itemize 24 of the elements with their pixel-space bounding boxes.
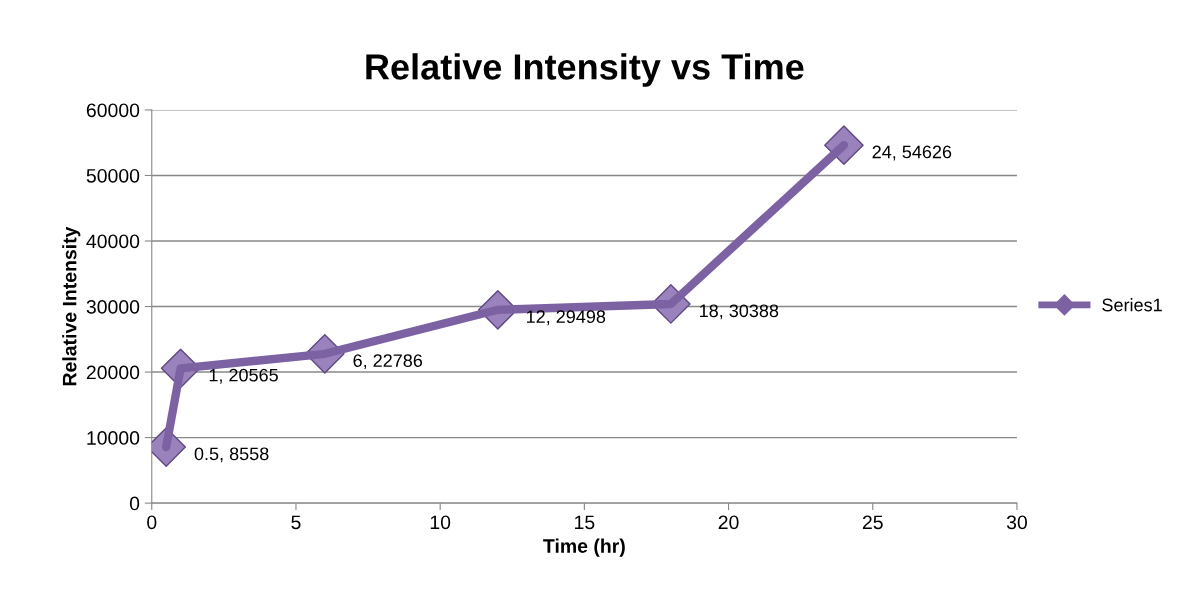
y-tick-label: 20000 [86,365,140,380]
x-tick-label: 0 [147,515,157,530]
x-tick-label: 5 [291,515,301,530]
chart-title: Relative Intensity vs Time [366,53,804,87]
y-tick-label: 60000 [86,103,140,118]
y-tick-label: 30000 [86,300,140,314]
y-tick-label: 10000 [87,431,140,445]
x-tick-label: 20 [718,515,739,530]
x-tick-label: 15 [575,515,595,530]
x-tick-label: 30 [1006,515,1027,530]
data-label: 1, 20565 [209,368,278,384]
legend-label: Series1 [1102,298,1162,312]
x-tick-label: 25 [862,515,883,530]
data-label: 12, 29498 [526,310,606,326]
y-tick-label: 50000 [86,168,140,183]
data-label: 0.5, 8558 [194,447,269,463]
data-label: 18, 30388 [700,304,779,320]
x-tick-label: 10 [430,515,451,530]
y-tick-label: 0 [129,496,140,511]
y-axis-title: Relative Intensity [62,226,81,386]
data-label: 6, 22786 [353,354,423,370]
x-axis-title: Time (hr) [543,538,625,557]
y-tick-label: 40000 [86,234,140,249]
data-label: 24, 54626 [872,145,952,161]
